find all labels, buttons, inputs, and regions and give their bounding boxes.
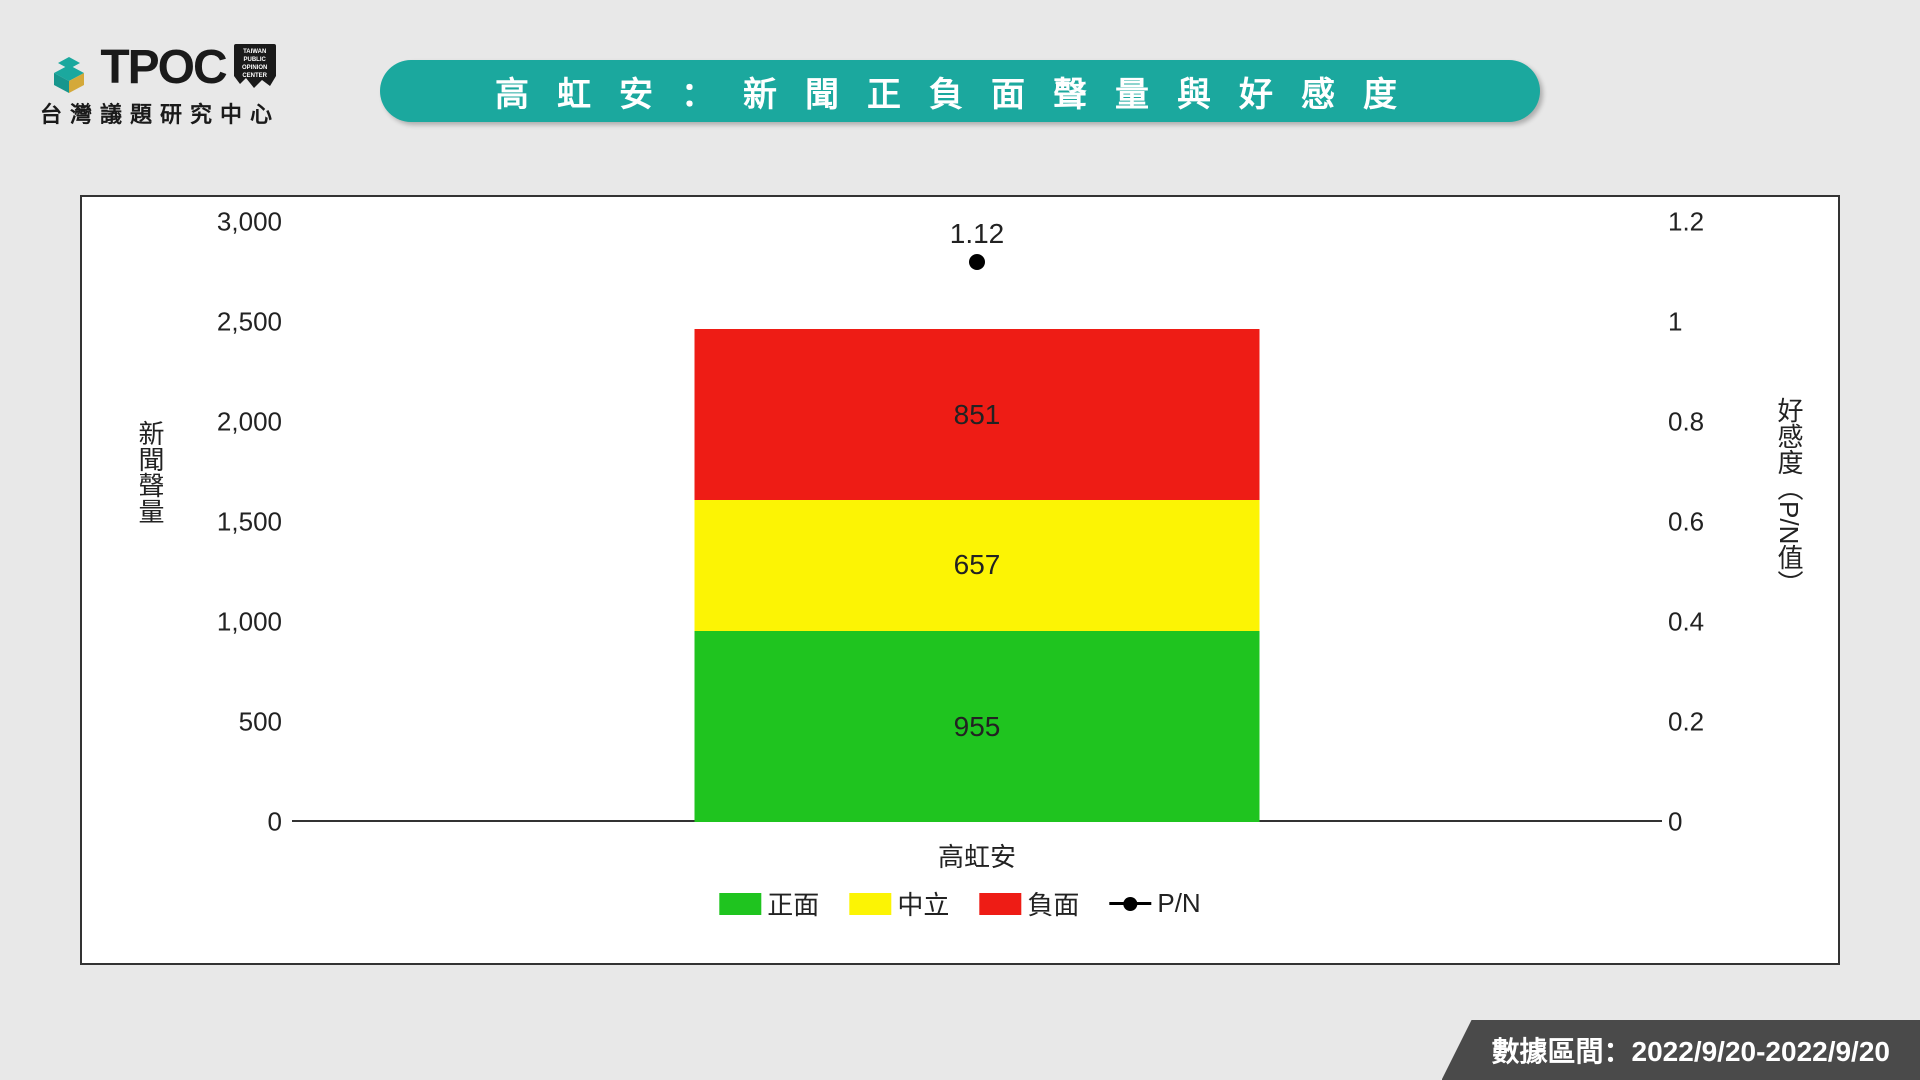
pn-point-label: 1.12 (950, 218, 1005, 250)
logo-badge-text: TAIWAN PUBLIC OPINION CENTER (234, 44, 276, 80)
title-pill: 高虹安：新聞正負面聲量與好感度 (380, 60, 1540, 122)
y1-tick: 1,500 (172, 507, 282, 538)
legend-item-neutral: 中立 (849, 885, 949, 922)
plot-area: 9556578511.12 (292, 222, 1662, 822)
y1-tick: 2,000 (172, 407, 282, 438)
legend-label: P/N (1157, 888, 1200, 919)
logo-main: TPOC TAIWAN PUBLIC OPINION CENTER (44, 40, 275, 95)
y2-tick: 0.2 (1668, 707, 1748, 738)
y2-axis-label: 好感度（P/N值） (1771, 397, 1808, 596)
y1-tick: 1,000 (172, 607, 282, 638)
bar-segment-positive: 955 (695, 631, 1260, 822)
footer-date-range: 數據區間：2022/9/20-2022/9/20 (1442, 1020, 1920, 1080)
logo: TPOC TAIWAN PUBLIC OPINION CENTER 台灣議題研究… (40, 40, 280, 129)
chart-container: 新聞聲量 0 500 1,000 1,500 2,000 2,500 3,000 好感度（P… (80, 195, 1840, 965)
logo-subtitle: 台灣議題研究中心 (40, 97, 280, 129)
logo-text: TPOC (100, 40, 225, 95)
y2-tick: 0.6 (1668, 507, 1748, 538)
logo-icon (44, 43, 94, 93)
pn-point-marker (969, 254, 985, 270)
y2-tick: 1 (1668, 307, 1748, 338)
y2-tick: 1.2 (1668, 207, 1748, 238)
y2-tick: 0.8 (1668, 407, 1748, 438)
bar-group: 955657851 (695, 329, 1260, 822)
legend-item-negative: 負面 (979, 885, 1079, 922)
y2-tick: 0.4 (1668, 607, 1748, 638)
legend: 正面 中立 負面 P/N (719, 885, 1200, 922)
legend-item-pn: P/N (1109, 888, 1200, 919)
legend-label: 負面 (1027, 885, 1079, 922)
legend-line-marker (1109, 902, 1151, 905)
legend-label: 中立 (897, 885, 949, 922)
bar-segment-neutral: 657 (695, 500, 1260, 631)
y1-axis-label: 新聞聲量 (132, 420, 169, 524)
legend-label: 正面 (767, 885, 819, 922)
logo-badge: TAIWAN PUBLIC OPINION CENTER (234, 44, 276, 92)
legend-swatch (719, 893, 761, 915)
legend-swatch (979, 893, 1021, 915)
bar-segment-negative: 851 (695, 329, 1260, 499)
x-category-label: 高虹安 (938, 837, 1016, 874)
y2-tick: 0 (1668, 807, 1748, 838)
y2-axis: 00.20.40.60.811.2 (1668, 222, 1748, 822)
y1-tick: 0 (172, 807, 282, 838)
legend-item-positive: 正面 (719, 885, 819, 922)
y1-tick: 500 (172, 707, 282, 738)
y1-tick: 2,500 (172, 307, 282, 338)
page-title: 高虹安：新聞正負面聲量與好感度 (495, 67, 1425, 116)
y1-axis: 05001,0001,5002,0002,5003,000 (172, 222, 282, 822)
legend-swatch (849, 893, 891, 915)
y1-tick: 3,000 (172, 207, 282, 238)
